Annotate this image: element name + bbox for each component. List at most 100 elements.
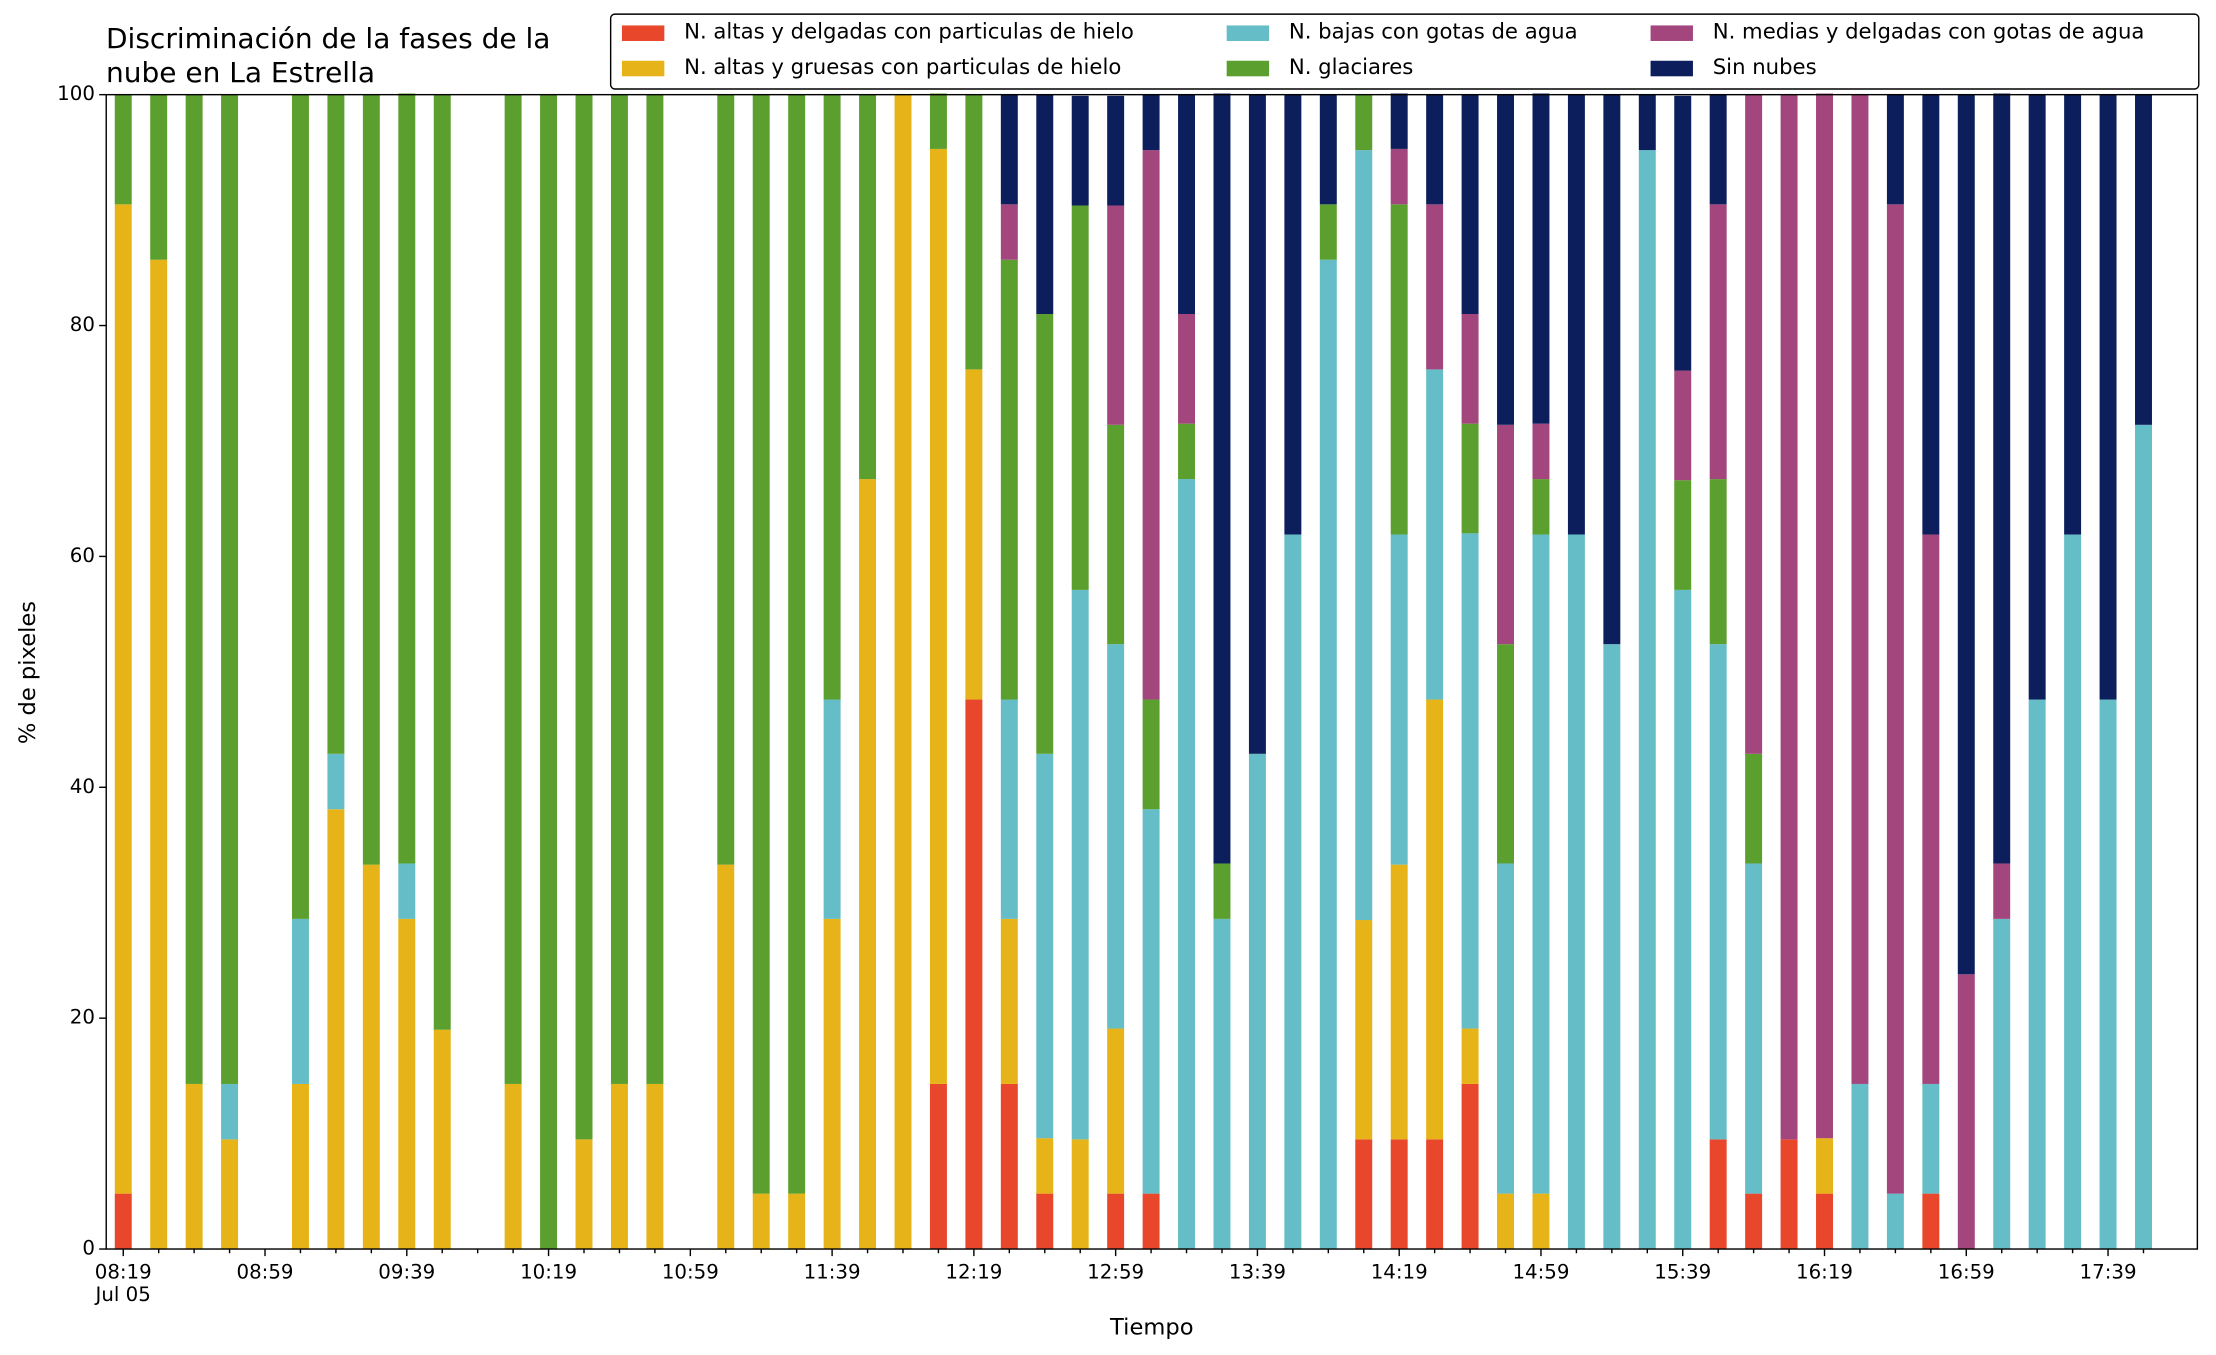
x-tick-label: 08:19 [95,1261,152,1284]
bar-segment [1036,94,1054,314]
bar-segment [1780,94,1798,1140]
bar-segment [1000,699,1018,919]
chart-title: Discriminación de la fases de la nube en… [106,22,551,89]
bar-segment [1178,423,1196,480]
bar-segment [1674,95,1692,371]
bar-segment [1036,1193,1054,1250]
y-tick-label: 0 [82,1237,95,1260]
bar-segment [504,1083,522,1250]
bar-segment [221,1139,239,1250]
bar-segment [221,1083,239,1140]
bar-segment [1922,1083,1940,1194]
bar-segment [1922,534,1940,1084]
x-tick-label: 09:39 [378,1261,435,1284]
bar-segment [1709,204,1727,480]
bar-segment [1142,1193,1160,1250]
bar-segment [717,864,735,1250]
y-axis-label: % de pixeles [15,601,41,744]
bar-segment [575,94,593,1140]
bar-segment [362,864,380,1250]
bar-segment [1390,864,1408,1140]
bar-segment [1036,753,1054,1139]
bar-segment [1426,204,1444,370]
bar-segment [965,699,983,1250]
bar-segment [929,148,947,1084]
bar-segment [894,94,912,1250]
bar-segment [823,918,841,1250]
bar-segment [965,94,983,370]
bar-segment [114,1193,132,1250]
bar-segment [1107,205,1125,425]
bar-segment [291,1083,309,1250]
bar-segment [2135,94,2152,425]
bar-segment [1461,533,1479,1029]
bar-segment [1036,313,1054,754]
x-tick-label: 14:59 [1512,1261,1569,1284]
bar-segment [1390,534,1408,865]
bar-segment [610,94,628,1084]
bar-segment [1709,94,1727,205]
bar-segment [1603,94,1621,645]
y-tick-label: 60 [70,544,95,567]
bar-segment [150,259,168,1250]
bar-segment [1886,1193,1904,1250]
bar-segment [1532,423,1550,480]
bar-segment [1284,94,1302,535]
bar-segment [1426,1139,1444,1250]
bar-segment [1213,863,1231,919]
bar-segment [929,1083,947,1250]
x-tick-label: 16:19 [1796,1261,1853,1284]
bar-segment [1993,918,2011,1250]
bar-segment [1886,204,1904,1194]
bar-segment [646,94,664,1084]
x-axis-label: Tiempo [1109,1315,1193,1341]
bar-segment [1567,94,1585,535]
bar-segment [1816,93,1833,1139]
bar-segment [2099,94,2117,700]
bar-segment [1107,644,1125,1029]
bar-segment [398,863,416,919]
bar-segment [362,94,380,865]
bar-segment [1638,94,1656,151]
bar-segment [575,1139,593,1250]
bar-segment [1461,313,1479,424]
bar-segment [2028,94,2046,700]
bar-segment [291,918,309,1084]
bar-segment [433,94,451,1030]
bar-segment [1497,94,1514,425]
bar-segment [788,94,806,1194]
x-tick-label: 17:39 [2080,1261,2137,1284]
bar-segment [1532,1193,1550,1250]
bar-segment [1674,480,1692,590]
bar-segment [1851,1083,1869,1250]
legend-label: N. glaciares [1289,54,1413,79]
bar-segment [1532,534,1550,1194]
bar-segment [1709,644,1727,1140]
bar-segment [398,93,416,864]
bar-segment [646,1083,664,1250]
bar-segment [1497,1193,1514,1250]
bar-segment [327,809,345,1250]
bar-segment [1851,94,1869,1084]
x-tick-label: 14:19 [1371,1261,1428,1284]
bar-segment [1000,259,1018,700]
bar-segment [1886,94,1904,205]
bar-segment [1355,1139,1373,1250]
bar-segment [1390,93,1408,149]
x-date-label: Jul 05 [94,1283,151,1306]
bar-segment [2028,699,2046,1250]
legend-swatch [621,60,665,77]
bar-segment [1071,1139,1089,1250]
bar-segment [1142,809,1160,1194]
bar-segment [1213,918,1231,1250]
bar-segment [1284,534,1302,1250]
bar-segment [1319,94,1337,205]
bar-segment [1709,1139,1727,1250]
x-tick-label: 11:39 [804,1261,861,1284]
y-tick-label: 40 [70,775,95,798]
bar-segment [1532,93,1550,424]
legend-label: N. altas y delgadas con particulas de hi… [684,18,1134,43]
legend-swatch [1226,25,1270,41]
bar-segment [1248,94,1266,754]
